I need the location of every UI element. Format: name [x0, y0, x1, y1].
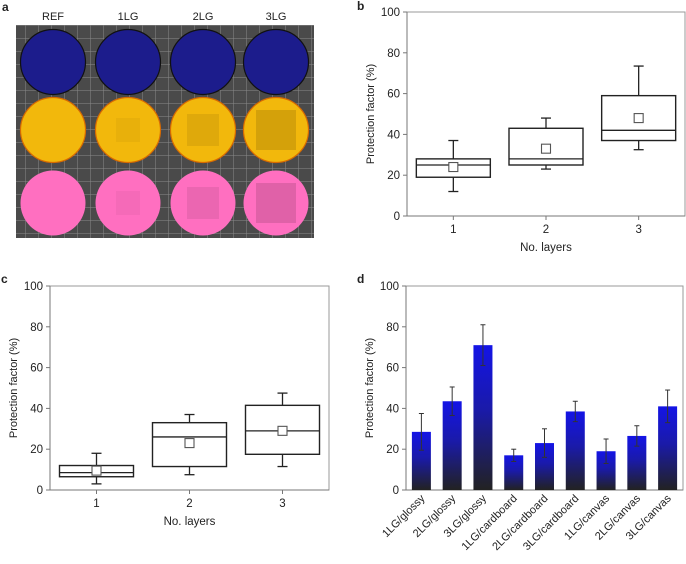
- bar: [504, 455, 524, 490]
- column-label: 2LG: [193, 11, 214, 23]
- y-tick-label: 0: [37, 485, 43, 497]
- y-tick-label: 100: [24, 281, 43, 293]
- bar: [658, 406, 678, 490]
- bar: [473, 345, 493, 490]
- panel-c-boxplot: c 0 20 40 60 80 100 Protection factor (%) 1 2 3 No.…: [1, 272, 330, 528]
- panel-label: c: [1, 272, 8, 286]
- filter-overlay: [256, 183, 296, 223]
- y-axis-label: Protection factor (%): [8, 338, 20, 438]
- y-tick-label: 80: [387, 48, 400, 60]
- filter-overlay: [116, 191, 140, 215]
- column-label: 1LG: [118, 11, 139, 23]
- y-axis-label: Protection factor (%): [365, 64, 377, 164]
- x-tick-label: 3: [635, 224, 641, 236]
- bar: [627, 435, 647, 490]
- y-tick-label: 20: [386, 444, 399, 456]
- sample-disc: [169, 28, 237, 96]
- y-tick-label: 60: [387, 89, 400, 101]
- mean-marker: [277, 425, 288, 436]
- sample-disc: [170, 170, 236, 236]
- column-label: 3LG: [266, 11, 287, 23]
- y-tick-label: 80: [30, 322, 43, 334]
- y-axis-label: Protection factor (%): [364, 338, 376, 438]
- panel-label: d: [357, 272, 364, 286]
- y-tick-label: 0: [394, 211, 400, 223]
- bar: [442, 401, 462, 490]
- panel-b-boxplot: b 0 20 40 60 80 100 Protection factor (%) 1 2 3 No.…: [357, 0, 686, 254]
- column-label: REF: [42, 11, 64, 23]
- sample-disc: [19, 28, 87, 96]
- y-tick-label: 40: [387, 129, 400, 141]
- y-tick-label: 60: [386, 363, 399, 375]
- sample-disc: [242, 96, 310, 164]
- x-tick-label: 3: [279, 498, 285, 510]
- bar: [596, 451, 616, 490]
- panel-label: b: [357, 0, 364, 13]
- filter-overlay: [187, 114, 219, 146]
- x-tick-label: 2: [186, 498, 192, 510]
- sample-disc: [169, 96, 237, 164]
- sample-disc: [95, 170, 161, 236]
- x-axis-label: No. layers: [520, 242, 572, 254]
- filter-overlay: [256, 110, 296, 150]
- sample-disc: [242, 28, 310, 96]
- x-tick-label: 1: [93, 498, 99, 510]
- mean-marker: [540, 143, 552, 154]
- bar: [535, 443, 554, 490]
- mean-marker: [184, 438, 195, 449]
- y-tick-label: 0: [393, 485, 399, 497]
- y-tick-label: 40: [30, 403, 43, 415]
- mean-marker: [633, 113, 644, 124]
- sample-disc: [243, 170, 309, 236]
- y-tick-label: 20: [387, 170, 400, 182]
- x-tick-label: 1: [450, 224, 456, 236]
- sample-disc: [19, 96, 87, 164]
- sample-disc: [20, 170, 86, 236]
- panel-label: a: [2, 0, 9, 14]
- y-tick-label: 40: [386, 403, 399, 415]
- panel-a-photo: a REF 1LG 2LG 3LG: [2, 0, 314, 238]
- mean-marker: [91, 465, 102, 476]
- x-axis-label: No. layers: [164, 516, 216, 528]
- y-tick-label: 60: [30, 363, 43, 375]
- y-tick-label: 100: [380, 281, 399, 293]
- filter-overlay: [116, 118, 140, 142]
- y-tick-label: 20: [30, 444, 43, 456]
- x-tick-label: 2: [543, 224, 549, 236]
- mean-marker: [448, 161, 459, 173]
- bar: [565, 411, 585, 490]
- sample-disc: [94, 96, 162, 164]
- filter-overlay: [187, 187, 219, 219]
- y-tick-label: 100: [381, 7, 400, 19]
- y-tick-label: 80: [386, 322, 399, 334]
- bar: [411, 431, 431, 490]
- sample-disc: [94, 28, 162, 96]
